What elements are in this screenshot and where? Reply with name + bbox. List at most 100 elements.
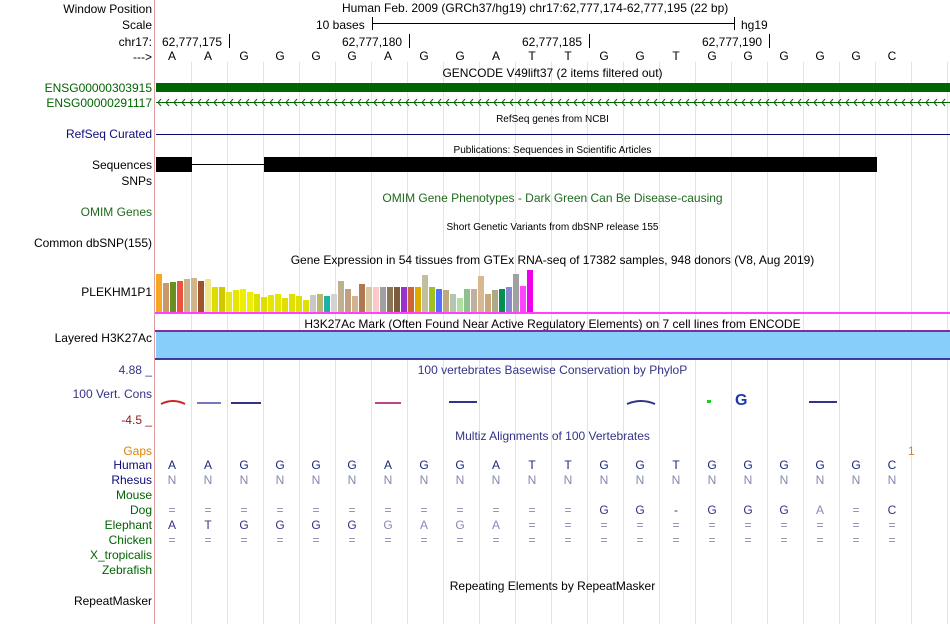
repeatmasker-track-label[interactable]: RepeatMasker bbox=[73, 594, 152, 608]
phylop-track-title[interactable]: 100 vertebrates Basewise Conservation by… bbox=[417, 363, 688, 377]
gtex-tissue-bar[interactable] bbox=[401, 287, 407, 312]
gtex-track-title[interactable]: Gene Expression in 54 tissues from GTEx … bbox=[290, 253, 815, 267]
refseq-track-title[interactable]: RefSeq genes from NCBI bbox=[496, 114, 609, 125]
gencode-item-label[interactable]: ENSG00000303915 bbox=[44, 81, 152, 95]
gtex-tissue-bar[interactable] bbox=[198, 281, 204, 312]
refseq-track-label[interactable]: RefSeq Curated bbox=[65, 127, 152, 141]
reference-base[interactable]: G bbox=[779, 49, 789, 63]
gtex-tissue-bar[interactable] bbox=[492, 290, 498, 312]
gtex-tissue-bar[interactable] bbox=[436, 289, 442, 312]
gencode-item-label[interactable]: ENSG00000291117 bbox=[46, 96, 152, 110]
gtex-tissue-bar[interactable] bbox=[317, 294, 323, 312]
multiz-species-label[interactable]: Rhesus bbox=[111, 473, 152, 487]
reference-base[interactable]: G bbox=[239, 49, 249, 63]
publication-block[interactable] bbox=[264, 157, 877, 172]
gencode-reverse-strand-line[interactable] bbox=[156, 97, 950, 108]
gtex-tissue-bar[interactable] bbox=[352, 296, 358, 312]
gtex-tissue-bar[interactable] bbox=[471, 289, 477, 312]
gtex-tissue-bar[interactable] bbox=[443, 290, 449, 312]
reference-base[interactable]: A bbox=[383, 49, 392, 63]
gtex-tissue-bar[interactable] bbox=[156, 274, 162, 312]
reference-base[interactable]: G bbox=[275, 49, 285, 63]
gtex-tissue-bar[interactable] bbox=[478, 276, 484, 312]
multiz-species-label[interactable]: Chicken bbox=[108, 533, 152, 547]
gtex-tissue-bar[interactable] bbox=[408, 287, 414, 312]
gtex-tissue-bar[interactable] bbox=[163, 283, 169, 312]
multiz-species-label[interactable]: Zebrafish bbox=[101, 563, 152, 577]
multiz-species-label[interactable]: X_tropicalis bbox=[89, 548, 152, 562]
gtex-tissue-bar[interactable] bbox=[415, 287, 421, 312]
gtex-tissue-bar[interactable] bbox=[170, 282, 176, 312]
gtex-tissue-bar[interactable] bbox=[212, 287, 218, 312]
gtex-tissue-bar[interactable] bbox=[429, 287, 435, 312]
gtex-tissue-bar[interactable] bbox=[450, 294, 456, 312]
reference-base[interactable]: A bbox=[491, 49, 500, 63]
gencode-track-title[interactable]: GENCODE V49lift37 (2 items filtered out) bbox=[442, 66, 663, 80]
reference-base[interactable]: T bbox=[528, 49, 536, 63]
gtex-tissue-bar[interactable] bbox=[268, 295, 274, 312]
gencode-gene-block[interactable] bbox=[156, 83, 950, 92]
dbsnp-track-title[interactable]: Short Genetic Variants from dbSNP releas… bbox=[446, 222, 659, 233]
multiz-species-label[interactable]: Human bbox=[113, 458, 152, 472]
multiz-species-label[interactable]: Dog bbox=[129, 503, 152, 517]
phylop-logo[interactable]: G bbox=[155, 390, 950, 410]
gtex-tissue-bar[interactable] bbox=[513, 274, 519, 312]
h3k27ac-track-label[interactable]: Layered H3K27Ac bbox=[54, 331, 152, 345]
gtex-tissue-bar[interactable] bbox=[422, 275, 428, 312]
gtex-tissue-bar[interactable] bbox=[240, 289, 246, 312]
multiz-species-label[interactable]: Elephant bbox=[104, 518, 152, 532]
gtex-tissue-bar[interactable] bbox=[296, 296, 302, 312]
gtex-tissue-bar[interactable] bbox=[457, 298, 463, 312]
gtex-tissue-bar[interactable] bbox=[359, 284, 365, 312]
gtex-tissue-bar[interactable] bbox=[282, 298, 288, 312]
gtex-tissue-bar[interactable] bbox=[394, 287, 400, 312]
gtex-tissue-bar[interactable] bbox=[177, 281, 183, 312]
reference-base[interactable]: G bbox=[707, 49, 717, 63]
repeatmasker-track-title[interactable]: Repeating Elements by RepeatMasker bbox=[449, 579, 656, 593]
reference-base[interactable]: G bbox=[851, 49, 861, 63]
gtex-tissue-bar[interactable] bbox=[331, 294, 337, 312]
gtex-tissue-bar[interactable] bbox=[324, 296, 330, 312]
publications-track-title[interactable]: Publications: Sequences in Scientific Ar… bbox=[453, 145, 652, 156]
reference-base[interactable]: G bbox=[815, 49, 825, 63]
gtex-tissue-bar[interactable] bbox=[310, 295, 316, 312]
reference-base[interactable]: G bbox=[311, 49, 321, 63]
omim-track-title[interactable]: OMIM Gene Phenotypes - Dark Green Can Be… bbox=[382, 191, 723, 205]
gtex-tissue-bar[interactable] bbox=[499, 289, 505, 312]
h3k27ac-signal[interactable] bbox=[156, 332, 950, 358]
reference-base[interactable]: G bbox=[455, 49, 465, 63]
reference-base[interactable]: T bbox=[564, 49, 572, 63]
reference-base[interactable]: G bbox=[419, 49, 429, 63]
gtex-tissue-bar[interactable] bbox=[247, 292, 253, 312]
snps-track-label[interactable]: SNPs bbox=[121, 174, 152, 188]
gtex-tissue-bar[interactable] bbox=[254, 294, 260, 312]
omim-track-label[interactable]: OMIM Genes bbox=[80, 205, 152, 219]
reference-base[interactable]: G bbox=[743, 49, 753, 63]
multiz-track-title[interactable]: Multiz Alignments of 100 Vertebrates bbox=[455, 429, 650, 443]
gtex-tissue-bar[interactable] bbox=[184, 279, 190, 312]
gtex-tissue-bar[interactable] bbox=[520, 286, 526, 312]
multiz-species-label[interactable]: Mouse bbox=[115, 488, 152, 502]
gtex-tissue-bar[interactable] bbox=[373, 287, 379, 312]
reference-base[interactable]: A bbox=[203, 49, 212, 63]
gtex-tissue-bar[interactable] bbox=[303, 300, 309, 312]
gtex-tissue-bar[interactable] bbox=[506, 287, 512, 312]
gtex-tissue-bar[interactable] bbox=[205, 279, 211, 312]
gtex-gene-label[interactable]: PLEKHM1P1 bbox=[81, 285, 152, 299]
gtex-tissue-bar[interactable] bbox=[527, 270, 533, 312]
h3k27ac-track-title[interactable]: H3K27Ac Mark (Often Found Near Active Re… bbox=[304, 317, 801, 331]
gtex-tissue-bar[interactable] bbox=[219, 287, 225, 312]
gtex-tissue-bar[interactable] bbox=[464, 289, 470, 312]
publications-track-label[interactable]: Sequences bbox=[91, 158, 152, 172]
gtex-tissue-bar[interactable] bbox=[338, 281, 344, 312]
gtex-tissue-bar[interactable] bbox=[261, 297, 267, 312]
gtex-tissue-bar[interactable] bbox=[485, 294, 491, 312]
gtex-tissue-bar[interactable] bbox=[233, 290, 239, 312]
gtex-tissue-bar[interactable] bbox=[226, 292, 232, 312]
reference-base[interactable]: T bbox=[672, 49, 680, 63]
publication-block[interactable] bbox=[156, 157, 192, 172]
reference-base[interactable]: G bbox=[347, 49, 357, 63]
gtex-tissue-bar[interactable] bbox=[387, 287, 393, 312]
reference-base[interactable]: G bbox=[599, 49, 609, 63]
gtex-tissue-bar[interactable] bbox=[289, 294, 295, 312]
